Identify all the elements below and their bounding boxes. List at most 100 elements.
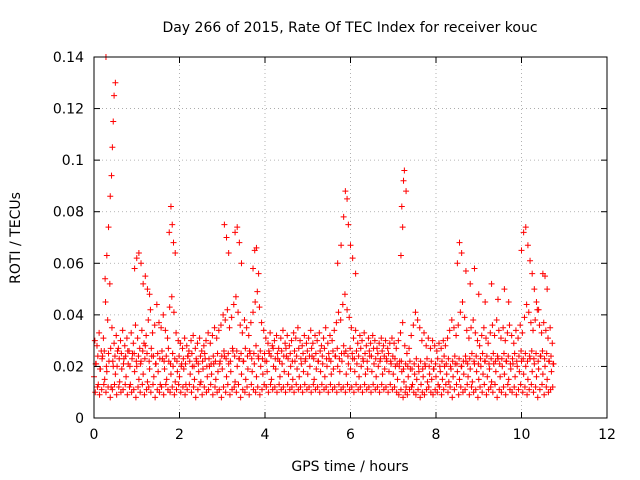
data-point [364, 358, 371, 365]
data-point [398, 358, 405, 365]
data-point [169, 350, 176, 357]
data-point [131, 265, 138, 272]
data-point [222, 389, 229, 396]
data-point [200, 366, 207, 373]
data-point [130, 386, 137, 393]
data-point [149, 381, 156, 388]
y-tick-label: 0.12 [53, 102, 84, 118]
data-point [494, 394, 501, 401]
data-point [132, 322, 139, 329]
data-point [533, 350, 540, 357]
data-point [276, 358, 283, 365]
data-point [542, 273, 549, 280]
data-point [495, 327, 502, 334]
data-point [325, 350, 332, 357]
data-point [205, 355, 212, 362]
data-point [100, 381, 107, 388]
data-point [333, 389, 340, 396]
data-point [505, 376, 512, 383]
data-point [306, 363, 313, 370]
data-point [345, 360, 352, 367]
data-point [326, 332, 333, 339]
data-point [103, 252, 110, 259]
data-point [274, 350, 281, 357]
data-point [477, 384, 484, 391]
data-point [248, 355, 255, 362]
y-tick-label: 0.04 [53, 308, 84, 324]
data-point [196, 335, 203, 342]
data-point [311, 376, 318, 383]
data-point [409, 381, 416, 388]
data-point [232, 229, 239, 236]
data-point [253, 342, 260, 349]
data-point [194, 386, 201, 393]
data-point [385, 389, 392, 396]
data-point [370, 345, 377, 352]
data-point [468, 384, 475, 391]
data-point [244, 353, 251, 360]
data-point [390, 371, 397, 378]
data-point [320, 335, 327, 342]
data-point [504, 329, 511, 336]
data-point [139, 381, 146, 388]
data-point [200, 342, 207, 349]
data-point [413, 355, 420, 362]
data-point [240, 358, 247, 365]
data-point [232, 293, 239, 300]
data-point [513, 391, 520, 398]
data-point [297, 337, 304, 344]
data-point [256, 304, 263, 311]
data-point [423, 342, 430, 349]
data-point [413, 376, 420, 383]
data-point [517, 381, 524, 388]
data-point [408, 332, 415, 339]
data-point [350, 389, 357, 396]
data-point [204, 373, 211, 380]
data-point [501, 286, 508, 293]
data-point [338, 350, 345, 357]
data-point [221, 221, 228, 228]
x-tick-label: 10 [513, 427, 531, 443]
data-point [482, 298, 489, 305]
data-point [538, 329, 545, 336]
data-point [472, 329, 479, 336]
data-point [338, 242, 345, 249]
data-point [522, 350, 529, 357]
data-point [170, 363, 177, 370]
data-point [454, 368, 461, 375]
data-point [365, 384, 372, 391]
data-point [238, 371, 245, 378]
data-point [438, 358, 445, 365]
data-point [514, 363, 521, 370]
data-point [130, 340, 137, 347]
data-point [284, 381, 291, 388]
data-point [526, 386, 533, 393]
data-point [421, 391, 428, 398]
data-point [176, 373, 183, 380]
data-point [415, 363, 422, 370]
data-point [427, 345, 434, 352]
data-point [522, 224, 529, 231]
data-point [340, 342, 347, 349]
data-point [545, 358, 552, 365]
data-point [297, 355, 304, 362]
data-point [166, 229, 173, 236]
data-point [257, 347, 264, 354]
data-point [368, 353, 375, 360]
data-point [207, 340, 214, 347]
data-point [371, 360, 378, 367]
data-point [486, 366, 493, 373]
data-point [366, 347, 373, 354]
data-point [235, 381, 242, 388]
data-point [483, 335, 490, 342]
data-point [211, 324, 218, 331]
y-tick-label: 0.1 [62, 153, 84, 169]
data-point [374, 384, 381, 391]
data-point [334, 260, 341, 267]
data-point [187, 371, 194, 378]
data-point [456, 376, 463, 383]
data-point [137, 389, 144, 396]
data-point [123, 373, 130, 380]
data-point [359, 389, 366, 396]
